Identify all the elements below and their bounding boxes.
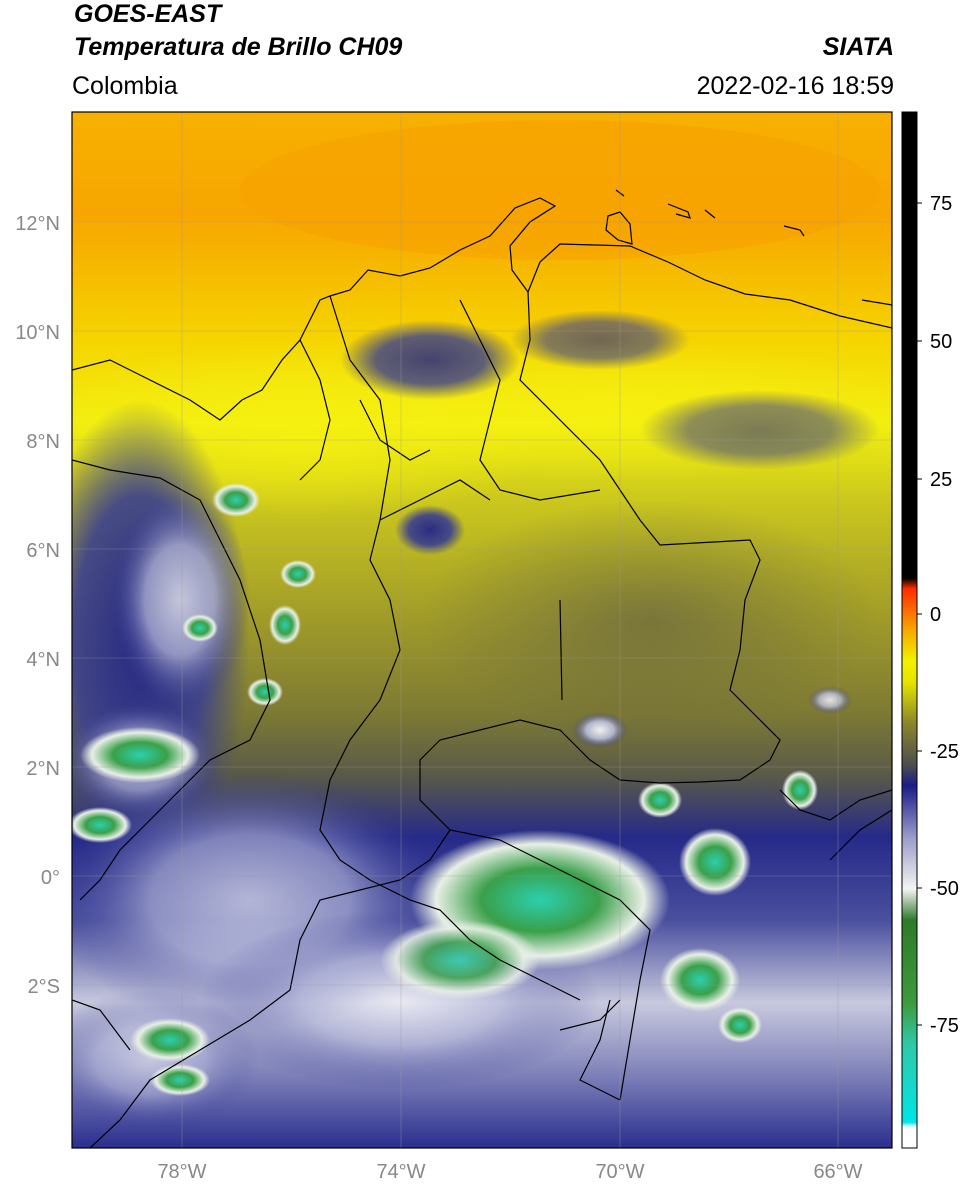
colorbar-tick-label: 50 — [930, 331, 952, 353]
datetime-label: 2022-02-16 18:59 — [696, 72, 894, 100]
organization-label: SIATA — [822, 33, 894, 61]
map-frame — [71, 111, 893, 1149]
country-borders — [72, 189, 892, 1148]
lon-tick-label: 74°W — [376, 1161, 425, 1183]
lon-tick-label: 70°W — [595, 1161, 644, 1183]
lat-tick-label: 0° — [41, 867, 60, 889]
colorbar-tick-label: 0 — [930, 604, 941, 626]
lat-tick-label: 4°N — [26, 649, 60, 671]
lat-tick-label: 8°N — [26, 431, 60, 453]
graticule — [72, 112, 892, 1148]
colorbar-tick-label: -75 — [930, 1015, 959, 1037]
latitude-axis: 12°N 10°N 8°N 6°N 4°N 2°N 0° 2°S — [15, 213, 60, 998]
lat-tick-label: 2°N — [26, 758, 60, 780]
colorbar-gradient — [901, 111, 918, 1149]
satellite-title: GOES-EAST — [74, 0, 222, 28]
colorbar: 75 50 25 0 -25 -50 -75 — [901, 111, 959, 1149]
region-label: Colombia — [72, 72, 178, 100]
colorbar-tick-label: -25 — [930, 741, 959, 763]
colorbar-tick-label: 25 — [930, 469, 952, 491]
colorbar-tick-label: 75 — [930, 193, 952, 215]
lat-tick-label: 2°S — [28, 976, 60, 998]
lon-tick-label: 66°W — [813, 1161, 862, 1183]
brightness-temperature-field — [72, 112, 892, 1148]
lat-tick-label: 10°N — [15, 322, 60, 344]
lat-tick-label: 6°N — [26, 540, 60, 562]
longitude-axis: 78°W 74°W 70°W 66°W — [157, 1161, 862, 1183]
colorbar-tick-label: -50 — [930, 878, 959, 900]
product-title: Temperatura de Brillo CH09 — [74, 33, 403, 61]
lon-tick-label: 78°W — [157, 1161, 206, 1183]
lat-tick-label: 12°N — [15, 213, 60, 235]
